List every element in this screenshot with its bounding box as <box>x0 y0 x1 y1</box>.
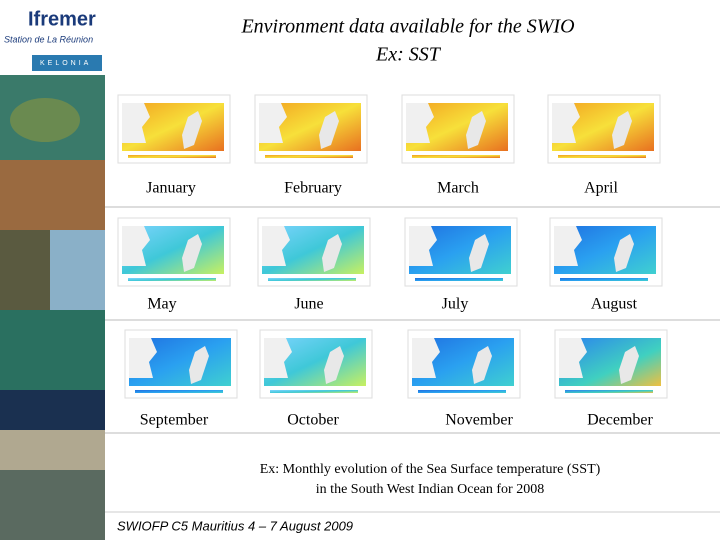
madagascar <box>319 111 339 149</box>
caption-line2: in the South West Indian Ocean for 2008 <box>316 482 544 497</box>
land <box>262 226 290 266</box>
madagascar <box>466 111 486 149</box>
photo-shell <box>0 230 50 310</box>
month-label: April <box>584 180 618 197</box>
land <box>406 103 434 143</box>
madagascar <box>182 111 202 149</box>
title-line2: Ex: SST <box>375 44 442 66</box>
month-label: December <box>587 412 653 429</box>
colorbar <box>415 278 503 281</box>
partner-band <box>32 55 102 71</box>
colorbar <box>268 278 356 281</box>
month-label: March <box>437 180 479 197</box>
madagascar <box>324 346 344 384</box>
colorbar <box>270 390 358 393</box>
land <box>259 103 287 143</box>
photo-beach <box>50 230 105 310</box>
month-label: January <box>146 180 196 197</box>
photo-pool <box>0 310 105 390</box>
madagascar <box>614 234 634 272</box>
madagascar <box>189 346 209 384</box>
land <box>129 338 157 378</box>
footer: SWIOFP C5 Mauritius 4 – 7 August 2009 <box>117 518 353 533</box>
logo-station: Station de La Réunion <box>4 34 93 44</box>
colorbar <box>128 155 216 158</box>
land <box>552 103 580 143</box>
colorbar <box>558 155 646 158</box>
madagascar <box>612 111 632 149</box>
madagascar <box>619 346 639 384</box>
madagascar <box>182 234 202 272</box>
madagascar <box>472 346 492 384</box>
month-label: September <box>140 412 209 429</box>
colorbar <box>418 390 506 393</box>
land <box>122 103 150 143</box>
land <box>409 226 437 266</box>
photo-sand <box>0 430 105 470</box>
photo-detail <box>10 98 80 142</box>
month-label: May <box>147 296 176 313</box>
land <box>264 338 292 378</box>
month-label: November <box>445 412 513 429</box>
land <box>559 338 587 378</box>
colorbar <box>565 390 653 393</box>
logo-name: Ifremer <box>28 8 96 30</box>
month-label: June <box>294 296 323 313</box>
title-line1: Environment data available for the SWIO <box>240 16 574 38</box>
caption-line1: Ex: Monthly evolution of the Sea Surface… <box>260 462 601 477</box>
month-label: October <box>287 412 339 429</box>
photo-divers <box>0 470 105 540</box>
colorbar <box>135 390 223 393</box>
photo-whale <box>0 390 105 430</box>
month-label: July <box>442 296 469 313</box>
colorbar <box>560 278 648 281</box>
colorbar <box>128 278 216 281</box>
madagascar <box>469 234 489 272</box>
colorbar <box>265 155 353 158</box>
land <box>122 226 150 266</box>
month-label: February <box>284 180 342 197</box>
land <box>412 338 440 378</box>
land <box>554 226 582 266</box>
month-label: August <box>591 296 638 313</box>
photo-work <box>0 160 105 230</box>
madagascar <box>322 234 342 272</box>
colorbar <box>412 155 500 158</box>
logo-partner: KELONIA <box>40 60 91 67</box>
